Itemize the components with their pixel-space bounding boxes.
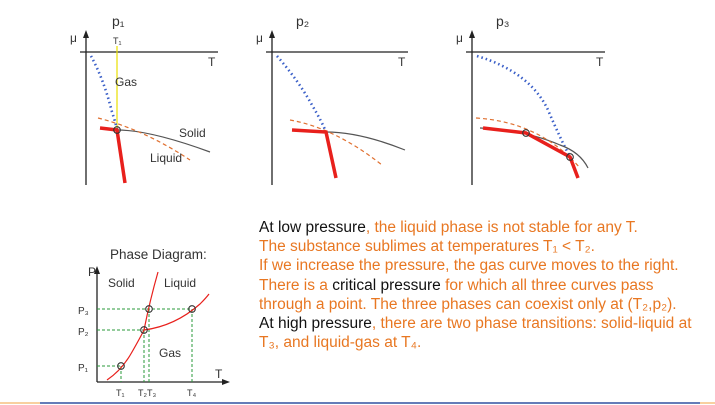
graph1-gas-label: Gas [115, 75, 137, 89]
graph2-mu-label: μ [256, 31, 263, 45]
graph2-mu-arrow [269, 30, 275, 38]
graph1-solid-curve [116, 129, 211, 153]
text-line1: , the liquid phase is not stable for any… [365, 219, 638, 236]
pd-solid-label: Solid [108, 276, 135, 290]
pd-tick-p3: P₃ [78, 306, 89, 317]
graph1-crossing-marker [113, 126, 121, 134]
graph1-t1-label: T₁ [113, 36, 122, 46]
graph2-solid-curve [325, 131, 406, 151]
explanation-text: At low pressure, the liquid phase is not… [259, 218, 709, 352]
graph-p2: μ T p₂ [256, 13, 408, 185]
pd-tick-t4: T₄ [187, 388, 196, 398]
pd-sublimation-curve [106, 329, 145, 381]
graph1-liquid-curve [97, 117, 191, 161]
graph1-mu-label: μ [70, 31, 77, 45]
phase-diagram-title: Phase Diagram: [110, 247, 207, 262]
pd-tick-t1: T₁ [116, 388, 125, 398]
text-critical-pressure: critical pressure [332, 276, 441, 294]
pd-triple-point [140, 326, 148, 334]
graph2-gas-curve [276, 55, 328, 133]
pd-point-p3-t4 [188, 305, 196, 313]
graph3-stable-curve [482, 126, 580, 179]
pd-gas-label: Gas [159, 346, 181, 360]
text-line2: The substance sublimes at temperatures T… [259, 238, 595, 256]
pd-liquid-label: Liquid [164, 276, 196, 290]
pd-tick-t2t3: T₂T₃ [138, 388, 156, 398]
pd-tick-p2: P₂ [78, 327, 89, 338]
graph1-gas-curve [89, 55, 119, 131]
graph1-t-label: T [208, 55, 216, 69]
graph3-marker-t4 [566, 153, 574, 161]
graph1-solid-label: Solid [179, 126, 206, 140]
graph3-liquid-curve [475, 117, 581, 169]
phase-diagram: Phase Diagram: P T Solid Liquid Gas P₃ P… [78, 247, 230, 398]
pd-vaporization-curve [143, 293, 210, 331]
graph3-mu-label: μ [456, 31, 463, 45]
graph2-t-label: T [398, 55, 406, 69]
text-line4: , there are two phase transitions: solid… [259, 315, 692, 352]
graph2-stable-curve [291, 128, 338, 179]
text-high-pressure: At high pressure [259, 315, 372, 333]
pd-p-arrow [94, 266, 100, 274]
graph2-liquid-curve [289, 119, 383, 166]
graph3-gas-curve [476, 54, 572, 158]
pd-p-axis-label: P [88, 265, 96, 279]
graph-p1: μ T p₁ T₁ Gas Solid Liquid [70, 13, 218, 185]
text-line3: If we increase the pressure, the gas cur… [259, 257, 679, 294]
pd-point-p1 [117, 362, 125, 370]
text-line3c: for which all three curves pass through … [259, 276, 677, 313]
graph3-p-label: p₃ [496, 13, 510, 29]
graph3-marker-t3 [522, 129, 530, 137]
pd-melting-curve [143, 271, 159, 331]
pd-tick-p1: P₁ [78, 363, 89, 374]
pd-t-arrow [222, 379, 230, 385]
pd-guides [97, 308, 193, 382]
graph1-p-label: p₁ [112, 13, 125, 29]
pd-point-p3-t3 [145, 305, 153, 313]
pd-t-axis-label: T [215, 367, 223, 381]
graph1-liquid-label: Liquid [150, 151, 182, 165]
graph3-t-label: T [596, 55, 604, 69]
text-low-pressure: At low pressure [259, 219, 366, 236]
graph1-stable-curve [99, 126, 127, 184]
graph-p3: μ T p₃ [456, 13, 605, 185]
graph2-p-label: p₂ [296, 13, 309, 29]
graph3-mu-arrow [469, 30, 475, 38]
graph1-mu-arrow [83, 30, 89, 38]
